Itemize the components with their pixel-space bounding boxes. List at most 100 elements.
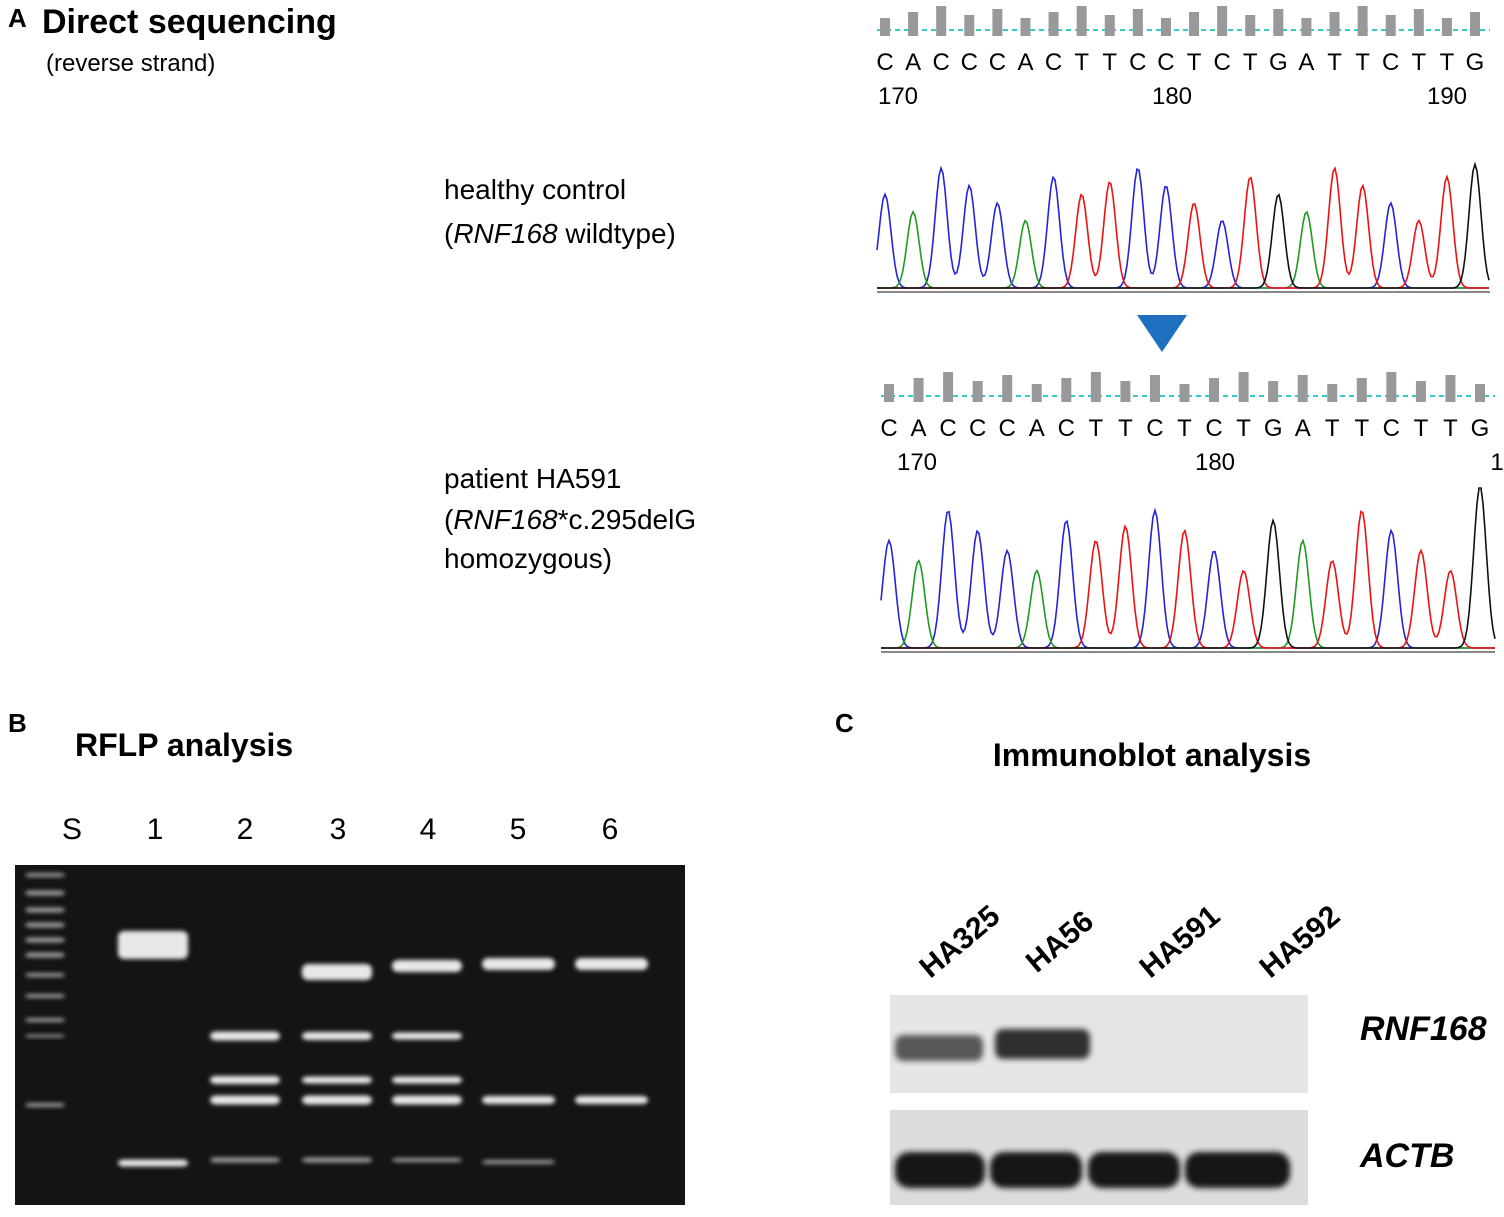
panel-title: Immunoblot analysis (993, 737, 1311, 773)
panel-label: C (835, 708, 854, 738)
genotype: *c.295delG (558, 504, 697, 535)
quality-bar (1189, 12, 1200, 36)
lane-label: 1 (147, 813, 164, 846)
quality-bar (1104, 15, 1115, 36)
position-label: 170 (897, 449, 937, 476)
gel-band (392, 1032, 462, 1040)
base-letter: C (1058, 415, 1075, 442)
panel-label: B (8, 708, 27, 738)
blot-band (895, 1035, 983, 1061)
base-letter: T (1440, 49, 1455, 76)
gel-band (118, 1159, 188, 1167)
gel-band (25, 973, 65, 977)
gene-name: RNF168 (453, 504, 558, 535)
sample-label: patient HA591 (444, 463, 621, 494)
blot-band (895, 1152, 985, 1188)
base-letter: C (961, 49, 978, 76)
quality-bar (1120, 381, 1131, 402)
chromatogram-trace (876, 165, 1489, 289)
quality-bar (1441, 18, 1452, 36)
sample-label: HA592 (1254, 899, 1347, 984)
lane-label: 3 (330, 813, 347, 846)
base-letter: T (1443, 415, 1458, 442)
sample-label: homozygous) (444, 543, 612, 574)
blot-band (995, 1029, 1090, 1059)
gene-name: RNF168 (453, 218, 558, 249)
quality-bar (964, 15, 975, 36)
base-letter: G (1466, 49, 1485, 76)
quality-bar (1470, 12, 1480, 36)
lane-label: 4 (420, 813, 437, 846)
blot-band (1088, 1152, 1180, 1188)
quality-bar (1048, 12, 1059, 36)
sample-label: HA325 (914, 899, 1007, 984)
quality-bar (1209, 378, 1220, 402)
genotype: wildtype) (558, 218, 676, 249)
chromatogram-trace (877, 209, 1489, 289)
gel-band (25, 1103, 65, 1107)
gel-band (118, 931, 188, 959)
quality-bar (1475, 384, 1485, 402)
base-letter: T (1327, 49, 1342, 76)
base-letter: C (1205, 415, 1222, 442)
gel-bands (25, 873, 648, 1167)
quality-bar (1002, 375, 1013, 402)
gel-band (392, 1158, 462, 1162)
gel-band (25, 890, 65, 896)
base-letter: T (1325, 415, 1340, 442)
chromatogram-trace (881, 487, 1496, 649)
quality-bar (913, 378, 924, 402)
position-label: 180 (1195, 449, 1235, 476)
gel-band (210, 1076, 280, 1084)
base-letter: C (999, 415, 1016, 442)
position-label: 1 (1490, 449, 1503, 476)
gel-band (482, 1160, 555, 1164)
base-letter: C (1129, 49, 1146, 76)
gel-band (25, 922, 65, 928)
base-letter: C (933, 49, 950, 76)
quality-bar (1245, 15, 1256, 36)
base-letter: T (1236, 415, 1251, 442)
base-letter: C (1146, 415, 1163, 442)
sample-label: healthy control (444, 174, 626, 205)
base-letter: G (1269, 49, 1288, 76)
quality-bar (1357, 6, 1368, 36)
gel-band (210, 1031, 280, 1041)
quality-bar (1238, 372, 1249, 402)
gel-band (210, 1157, 280, 1163)
position-label: 180 (1152, 83, 1192, 110)
base-letter: A (1029, 415, 1045, 442)
base-letter: A (1017, 49, 1033, 76)
gel-band (575, 958, 648, 970)
base-letter: C (1383, 415, 1400, 442)
blot-band (1185, 1152, 1290, 1188)
quality-bar (1415, 381, 1426, 402)
position-label: 170 (878, 83, 918, 110)
gel-band (302, 1095, 372, 1105)
quality-bar (1031, 384, 1042, 402)
paren: ( (444, 218, 454, 249)
protein-label: RNF168 (1360, 1010, 1487, 1048)
base-letter: T (1414, 415, 1429, 442)
sample-label: HA591 (1134, 899, 1227, 984)
sample-label: HA56 (1020, 905, 1100, 980)
base-letter: C (1045, 49, 1062, 76)
gel-band (392, 1095, 462, 1105)
base-letter: T (1118, 415, 1133, 442)
arrow-marker (1137, 315, 1187, 352)
base-letter: C (989, 49, 1006, 76)
panel-title: RFLP analysis (75, 727, 293, 763)
quality-bar (1301, 18, 1312, 36)
blot-bands (895, 1029, 1290, 1188)
quality-bar (1090, 372, 1101, 402)
gel-band (25, 952, 65, 958)
gel-band (25, 994, 65, 998)
panel-label: A (8, 3, 27, 33)
lane-label: S (62, 813, 82, 846)
quality-bar (992, 9, 1003, 36)
gel-band (482, 1096, 555, 1104)
base-letter: C (939, 415, 956, 442)
